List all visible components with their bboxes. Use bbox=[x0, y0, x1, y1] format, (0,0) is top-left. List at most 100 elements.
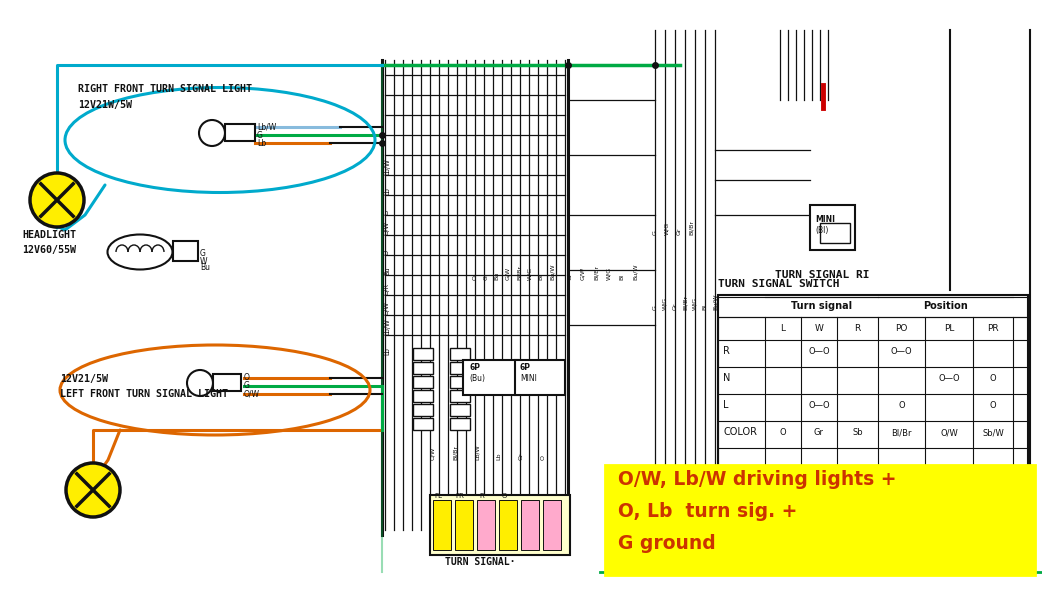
Text: Bl/Br: Bl/Br bbox=[689, 220, 694, 235]
Text: O: O bbox=[990, 374, 996, 383]
Text: Gr: Gr bbox=[814, 428, 824, 437]
Text: Bl: Bl bbox=[539, 274, 544, 280]
FancyBboxPatch shape bbox=[820, 223, 850, 243]
Text: O, Lb  turn sig. +: O, Lb turn sig. + bbox=[618, 502, 797, 521]
Text: RIGHT FRONT TURN SIGNAL LIGHT: RIGHT FRONT TURN SIGNAL LIGHT bbox=[78, 84, 252, 94]
Text: G/W: G/W bbox=[580, 267, 586, 280]
Text: O: O bbox=[501, 493, 506, 499]
FancyBboxPatch shape bbox=[455, 500, 473, 550]
FancyBboxPatch shape bbox=[413, 404, 433, 416]
Text: Lb: Lb bbox=[496, 453, 501, 460]
Text: Gr: Gr bbox=[568, 272, 572, 280]
FancyBboxPatch shape bbox=[450, 404, 470, 416]
Text: MINI: MINI bbox=[520, 374, 537, 383]
Text: Sb: Sb bbox=[852, 428, 863, 437]
FancyBboxPatch shape bbox=[225, 124, 255, 141]
FancyBboxPatch shape bbox=[605, 465, 1035, 575]
Text: Gr: Gr bbox=[672, 303, 677, 310]
Text: G: G bbox=[483, 275, 489, 280]
Text: Turn signal: Turn signal bbox=[791, 301, 852, 311]
Text: W/G: W/G bbox=[665, 222, 670, 235]
FancyBboxPatch shape bbox=[450, 390, 470, 402]
FancyBboxPatch shape bbox=[430, 495, 570, 555]
Text: TURN SIGNAL RI: TURN SIGNAL RI bbox=[775, 270, 869, 280]
Text: O: O bbox=[244, 374, 250, 383]
FancyBboxPatch shape bbox=[477, 500, 495, 550]
Text: 6P: 6P bbox=[469, 363, 480, 372]
FancyBboxPatch shape bbox=[810, 205, 855, 250]
Circle shape bbox=[187, 370, 213, 396]
Text: W/G: W/G bbox=[663, 297, 668, 310]
FancyBboxPatch shape bbox=[413, 376, 433, 388]
Text: LEFT FRONT TURN SIGNAL LIGHT: LEFT FRONT TURN SIGNAL LIGHT bbox=[60, 389, 228, 399]
Text: G/W: G/W bbox=[384, 301, 390, 315]
Text: Lb/W: Lb/W bbox=[474, 444, 479, 460]
Text: Bl: Bl bbox=[702, 304, 708, 310]
Text: Bl/Br: Bl/Br bbox=[594, 265, 598, 280]
Ellipse shape bbox=[107, 235, 173, 269]
FancyBboxPatch shape bbox=[213, 374, 241, 391]
Text: Bl/Br: Bl/Br bbox=[452, 445, 457, 460]
Text: N: N bbox=[723, 373, 730, 383]
Text: Bl/Br: Bl/Br bbox=[891, 428, 912, 437]
Text: TURN SIGNAL·: TURN SIGNAL· bbox=[445, 557, 516, 567]
FancyBboxPatch shape bbox=[499, 500, 517, 550]
FancyBboxPatch shape bbox=[463, 360, 518, 395]
Text: Lb/W: Lb/W bbox=[257, 122, 276, 131]
FancyBboxPatch shape bbox=[413, 362, 433, 374]
Text: L: L bbox=[780, 324, 786, 333]
Text: Position: Position bbox=[923, 301, 968, 311]
Text: TURN SIGNAL SWITCH: TURN SIGNAL SWITCH bbox=[718, 279, 840, 289]
Text: W: W bbox=[815, 324, 823, 333]
Text: (Bl): (Bl) bbox=[815, 226, 828, 235]
Text: Bu: Bu bbox=[495, 272, 499, 280]
FancyBboxPatch shape bbox=[413, 348, 433, 360]
Text: MINI: MINI bbox=[815, 215, 835, 224]
Text: Lb: Lb bbox=[384, 347, 390, 355]
Text: Bl/Br: Bl/Br bbox=[683, 295, 688, 310]
Text: Gr: Gr bbox=[676, 227, 681, 235]
Text: Bl: Bl bbox=[620, 274, 624, 280]
Text: O/W: O/W bbox=[940, 428, 958, 437]
FancyBboxPatch shape bbox=[413, 390, 433, 402]
Text: G: G bbox=[200, 250, 206, 259]
Text: R: R bbox=[479, 493, 485, 499]
FancyBboxPatch shape bbox=[450, 348, 470, 360]
Text: O: O bbox=[541, 455, 546, 460]
FancyBboxPatch shape bbox=[543, 500, 561, 550]
Circle shape bbox=[30, 173, 84, 227]
Text: PO: PO bbox=[895, 324, 908, 333]
Text: W/G: W/G bbox=[693, 297, 697, 310]
Text: Lb/W: Lb/W bbox=[384, 318, 390, 335]
Text: Bu/W: Bu/W bbox=[632, 263, 638, 280]
Text: O/W: O/W bbox=[430, 447, 436, 460]
FancyBboxPatch shape bbox=[521, 500, 539, 550]
Text: COLOR: COLOR bbox=[723, 427, 756, 437]
Text: PR: PR bbox=[455, 493, 465, 499]
Text: G/R: G/R bbox=[384, 283, 390, 295]
Text: G: G bbox=[257, 131, 263, 140]
FancyBboxPatch shape bbox=[450, 362, 470, 374]
Text: Lb: Lb bbox=[384, 187, 390, 195]
Text: O/W: O/W bbox=[384, 221, 390, 235]
FancyBboxPatch shape bbox=[450, 376, 470, 388]
Text: 12V21/5W: 12V21/5W bbox=[60, 374, 108, 384]
Text: G/W: G/W bbox=[505, 267, 511, 280]
Text: O: O bbox=[898, 401, 904, 410]
Circle shape bbox=[66, 463, 120, 517]
Text: L: L bbox=[723, 400, 728, 410]
FancyBboxPatch shape bbox=[718, 295, 1028, 470]
FancyBboxPatch shape bbox=[433, 500, 451, 550]
FancyBboxPatch shape bbox=[450, 418, 470, 430]
Text: Bu/W: Bu/W bbox=[549, 263, 554, 280]
Text: W/G: W/G bbox=[527, 267, 532, 280]
Text: Gr: Gr bbox=[519, 453, 523, 460]
Circle shape bbox=[199, 120, 225, 146]
FancyBboxPatch shape bbox=[413, 418, 433, 430]
Text: G: G bbox=[384, 210, 390, 215]
Text: Bu: Bu bbox=[384, 266, 390, 275]
Text: (Bu): (Bu) bbox=[469, 374, 485, 383]
Text: O: O bbox=[779, 428, 787, 437]
Text: O—O: O—O bbox=[809, 347, 829, 356]
Text: R: R bbox=[723, 346, 729, 356]
